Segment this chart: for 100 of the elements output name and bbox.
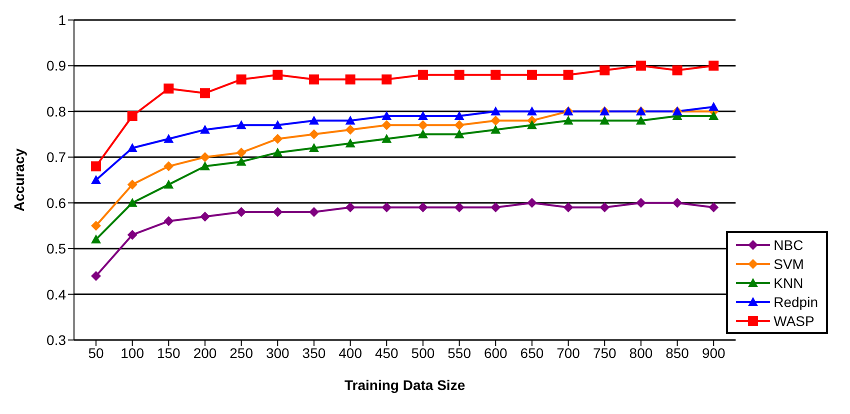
point	[345, 74, 356, 84]
point	[563, 116, 574, 125]
x-tick-label: 900	[702, 344, 726, 361]
point	[236, 120, 246, 130]
point	[91, 175, 101, 184]
point	[308, 143, 319, 152]
y-tick-label: 0.6	[46, 194, 66, 211]
x-tick-label: 700	[556, 344, 580, 361]
y-tick-label: 0.8	[46, 103, 66, 120]
x-tick-label: 550	[448, 344, 472, 361]
x-tick-label: 850	[666, 344, 690, 361]
point	[708, 60, 719, 71]
x-tick-label: 600	[484, 344, 508, 361]
point	[308, 74, 319, 84]
point	[164, 134, 174, 143]
point	[600, 65, 610, 76]
point	[636, 60, 646, 71]
y-tick-label: 0.9	[46, 58, 66, 74]
point	[382, 74, 392, 84]
point	[200, 88, 210, 98]
point	[236, 207, 246, 217]
point	[490, 70, 501, 80]
legend-label: KNN	[774, 274, 804, 292]
point	[636, 116, 646, 125]
point	[526, 198, 537, 208]
legend-label: WASP	[774, 312, 814, 330]
point	[236, 148, 246, 158]
point	[91, 220, 101, 231]
point	[164, 216, 174, 226]
point	[236, 74, 246, 84]
point	[708, 202, 719, 212]
point	[418, 202, 428, 212]
legend-label: SVM	[774, 254, 804, 272]
point	[200, 152, 210, 162]
point	[454, 129, 464, 138]
y-tick-label: 0.4	[46, 286, 66, 302]
point	[308, 116, 319, 125]
point	[563, 202, 574, 212]
point	[200, 124, 210, 134]
y-tick-label: 1	[58, 12, 66, 28]
point	[345, 202, 356, 212]
point	[418, 120, 428, 130]
point	[600, 202, 610, 212]
point	[200, 161, 210, 170]
point	[345, 116, 356, 125]
point	[308, 207, 319, 217]
y-tick-label: 0.5	[46, 240, 66, 257]
x-tick-label: 50	[88, 344, 104, 361]
x-tick-label: 750	[592, 344, 617, 361]
point	[526, 106, 537, 116]
point	[127, 143, 138, 152]
y-tick-label: 0.7	[46, 149, 66, 166]
point	[672, 198, 682, 208]
x-tick-label: 500	[411, 344, 435, 361]
legend-label: Redpin	[774, 292, 818, 310]
x-tick-label: 250	[230, 344, 254, 361]
point	[454, 70, 464, 80]
point	[382, 202, 392, 212]
point	[127, 111, 138, 121]
point	[382, 134, 392, 143]
point	[382, 120, 392, 130]
point	[490, 124, 501, 134]
x-tick-label: 200	[193, 344, 217, 361]
point	[272, 148, 283, 157]
point	[91, 161, 101, 172]
x-tick-label: 350	[302, 344, 326, 361]
point	[454, 120, 464, 130]
point	[345, 124, 356, 135]
point	[272, 120, 283, 130]
point	[490, 116, 501, 126]
point	[672, 65, 682, 76]
point	[454, 202, 464, 212]
x-axis-title: Training Data Size	[344, 377, 466, 393]
point	[345, 138, 356, 148]
legend-label: NBC	[774, 236, 804, 254]
y-tick-label: 0.3	[46, 332, 66, 348]
point	[636, 198, 646, 208]
point	[526, 70, 537, 80]
point	[127, 230, 138, 240]
point	[272, 207, 283, 217]
point	[272, 70, 283, 80]
point	[91, 234, 101, 244]
point	[91, 271, 101, 281]
point	[164, 180, 174, 189]
x-tick-label: 300	[266, 344, 290, 361]
point	[454, 111, 464, 120]
x-tick-label: 800	[629, 344, 653, 361]
x-tick-label: 450	[374, 344, 399, 361]
point	[200, 212, 210, 222]
point	[490, 202, 501, 212]
point	[164, 161, 174, 172]
point	[490, 106, 501, 116]
point	[708, 102, 719, 111]
point	[563, 70, 574, 80]
x-tick-label: 150	[156, 344, 181, 361]
point	[382, 111, 392, 120]
point	[526, 120, 537, 130]
x-tick-label: 650	[520, 344, 544, 361]
point	[127, 198, 138, 207]
point	[272, 134, 283, 144]
